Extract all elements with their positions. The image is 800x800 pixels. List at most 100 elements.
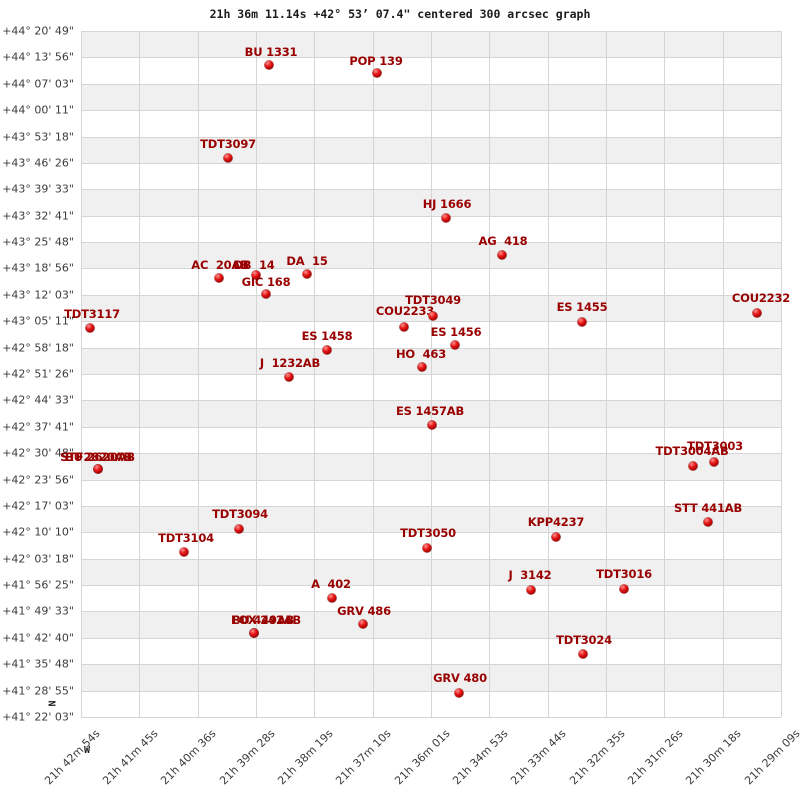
grid-line-vertical — [197, 31, 199, 717]
star-point — [251, 270, 261, 280]
grid-line-vertical — [431, 31, 432, 717]
star-point — [322, 345, 332, 355]
star-point — [578, 649, 588, 659]
grid-line-vertical — [372, 31, 374, 717]
star-label: GRV 486 — [337, 604, 391, 618]
star-label: DA 15 — [286, 254, 328, 268]
y-tick-label: +44° 07' 03" — [2, 77, 74, 91]
y-tick-label: +43° 46' 26" — [2, 156, 74, 170]
star-point — [261, 289, 271, 299]
star-point — [577, 317, 587, 327]
grid-line-vertical — [722, 31, 724, 717]
star-point — [551, 532, 561, 542]
star-label: ES 1458 — [301, 329, 353, 343]
star-point — [417, 362, 427, 372]
star-label: BU 2620AB — [65, 450, 135, 464]
star-label: STF2820AB — [60, 450, 132, 464]
y-tick-label: +42° 23' 56" — [2, 473, 74, 487]
star-label: A 402 — [311, 577, 351, 591]
star-point — [619, 584, 629, 594]
star-label: TDT3117 — [64, 307, 120, 321]
grid-line-vertical — [81, 31, 82, 717]
star-label: AG 418 — [478, 234, 528, 248]
y-tick-label: +44° 13' 56" — [2, 50, 74, 64]
star-label: HJ 1666 — [422, 197, 472, 211]
star-point — [427, 420, 437, 430]
star-point — [422, 543, 432, 553]
y-tick-label: +42° 51' 26" — [2, 367, 74, 381]
star-label: COU2232 — [731, 291, 791, 305]
star-point — [688, 461, 698, 471]
compass-north-label: N — [45, 700, 57, 707]
y-tick-label: +41° 49' 33" — [2, 604, 74, 618]
y-tick-label: +41° 22' 03" — [2, 710, 74, 724]
grid-line-vertical — [664, 31, 666, 717]
star-point — [450, 340, 460, 350]
x-tick-label: 21h 37m 10s — [333, 727, 394, 788]
star-label: TDT3049 — [405, 293, 461, 307]
x-tick-label: 21h 31m 26s — [625, 727, 686, 788]
y-tick-label: +42° 37' 41" — [2, 420, 74, 434]
y-tick-label: +42° 03' 18" — [2, 552, 74, 566]
star-point — [441, 213, 451, 223]
star-label: BU 449AB — [231, 613, 295, 627]
star-label: TDT3004AB — [655, 444, 729, 458]
y-tick-label: +43° 53' 18" — [2, 130, 74, 144]
x-tick-label: 21h 29m 09s — [741, 727, 800, 788]
star-point — [358, 619, 368, 629]
y-tick-label: +41° 28' 55" — [2, 684, 74, 698]
compass-west-label: W — [84, 745, 91, 756]
star-label: HO 463 — [395, 347, 447, 361]
y-tick-label: +43° 05' 11" — [2, 314, 74, 328]
star-label: TDT3094 — [212, 507, 268, 521]
grid-line-vertical — [256, 31, 257, 717]
star-point — [234, 524, 244, 534]
y-tick-label: +42° 58' 18" — [2, 341, 74, 355]
star-point — [179, 547, 189, 557]
y-tick-label: +43° 39' 33" — [2, 182, 74, 196]
grid-line-vertical — [781, 31, 782, 717]
x-tick-label: 21h 38m 19s — [275, 727, 336, 788]
star-label: GRV 480 — [433, 671, 487, 685]
star-label: TDT3003 — [687, 439, 743, 453]
star-label: J 3142 — [508, 568, 552, 582]
star-point — [214, 273, 224, 283]
star-label: COU2233 — [375, 304, 435, 318]
y-tick-label: +41° 56' 25" — [2, 578, 74, 592]
star-point — [428, 311, 438, 321]
star-point — [327, 593, 337, 603]
x-tick-label: 21h 33m 44s — [508, 727, 569, 788]
star-point — [93, 464, 103, 474]
star-point — [526, 585, 536, 595]
star-label: FOX 242AB — [231, 613, 301, 627]
y-tick-label: +41° 35' 48" — [2, 657, 74, 671]
y-tick-label: +42° 10' 10" — [2, 525, 74, 539]
x-tick-label: 21h 32m 35s — [566, 727, 628, 788]
star-label: DB 14 — [233, 258, 275, 272]
y-tick-label: +43° 18' 56" — [2, 261, 74, 275]
star-point — [399, 322, 409, 332]
x-tick-label: 21h 39m 28s — [216, 727, 278, 788]
star-point — [454, 688, 464, 698]
x-tick-label: 21h 34m 53s — [450, 727, 511, 788]
star-point — [372, 68, 382, 78]
star-label: STT 441AB — [673, 501, 743, 515]
star-label: TDT3024 — [556, 633, 612, 647]
star-label: KPP4237 — [527, 515, 585, 529]
y-tick-label: +42° 17' 03" — [2, 499, 74, 513]
star-point — [223, 153, 233, 163]
star-label: BU 1331 — [244, 45, 298, 59]
y-tick-label: +43° 32' 41" — [2, 209, 74, 223]
chart-title: 21h 36m 11.14s +42° 53’ 07.4" centered 3… — [209, 7, 591, 21]
star-label: POP 139 — [349, 54, 403, 68]
star-label: TDT3097 — [200, 137, 256, 151]
grid-line-vertical — [606, 31, 607, 717]
x-tick-label: 21h 40m 36s — [158, 727, 219, 788]
x-tick-label: 21h 30m 18s — [683, 727, 744, 788]
star-label: ES 1456 — [430, 325, 482, 339]
star-point — [284, 372, 294, 382]
grid-line-vertical — [489, 31, 491, 717]
star-label: GIC 168 — [241, 275, 291, 289]
star-point — [302, 269, 312, 279]
star-point — [709, 457, 719, 467]
